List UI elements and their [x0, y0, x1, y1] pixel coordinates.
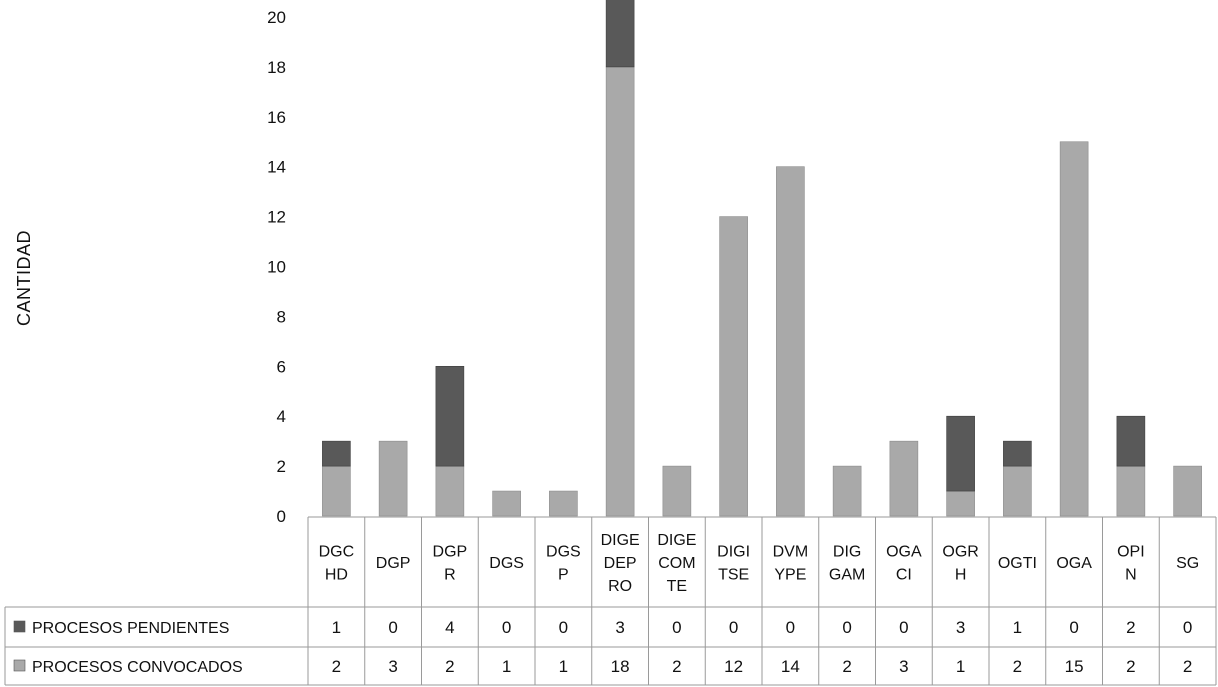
bar-convocados: [1173, 465, 1202, 517]
bar-convocados: [889, 440, 919, 517]
category-label: GAM: [829, 567, 865, 584]
category-label: P: [558, 567, 569, 584]
category-label: N: [1125, 567, 1137, 584]
category-label: H: [955, 567, 967, 584]
data-table-value: 1: [559, 657, 568, 676]
data-table-value: 3: [615, 618, 624, 637]
data-table-value: 2: [1183, 657, 1192, 676]
data-table-value: 2: [1126, 657, 1135, 676]
bar-convocados: [1116, 465, 1146, 517]
category-label: DGC: [319, 544, 355, 561]
bar-convocados: [492, 490, 521, 517]
data-table-value: 2: [1126, 618, 1135, 637]
data-table-value: 0: [388, 618, 397, 637]
bar-pendientes: [435, 365, 465, 467]
data-table-value: 4: [445, 618, 454, 637]
y-tick-label: 0: [277, 507, 286, 526]
category-label: TE: [667, 578, 687, 595]
data-table-value: 1: [502, 657, 511, 676]
data-table-value: 2: [1013, 657, 1022, 676]
data-table-value: 0: [729, 618, 738, 637]
category-label: DGP: [433, 544, 468, 561]
data-table-value: 3: [899, 657, 908, 676]
data-table-value: 0: [899, 618, 908, 637]
bar-pendientes: [322, 440, 351, 467]
category-label: OGR: [942, 544, 978, 561]
bar-convocados: [605, 66, 635, 517]
category-label: DEP: [604, 555, 637, 572]
data-table-value: 0: [786, 618, 795, 637]
bar-convocados: [549, 490, 578, 517]
bar-convocados: [946, 490, 975, 517]
legend-label: PROCESOS CONVOCADOS: [32, 659, 243, 676]
y-tick-label: 4: [277, 407, 286, 426]
category-label: DIGE: [601, 532, 640, 549]
category-label: DGP: [376, 555, 411, 572]
category-label: DIGE: [657, 532, 696, 549]
data-table-value: 3: [956, 618, 965, 637]
bar-pendientes: [1116, 415, 1146, 467]
category-label: RO: [608, 578, 632, 595]
category-label: OGA: [1056, 555, 1092, 572]
category-label: YPE: [774, 567, 806, 584]
category-label: DIGI: [717, 544, 750, 561]
data-table-value: 14: [781, 657, 800, 676]
y-tick-label: 14: [267, 158, 286, 177]
bar-convocados: [378, 440, 408, 517]
legend-label: PROCESOS PENDIENTES: [32, 620, 229, 637]
y-tick-label: 10: [267, 258, 286, 277]
bar-convocados: [435, 465, 465, 517]
category-label: DGS: [546, 544, 581, 561]
category-label: OPI: [1117, 544, 1145, 561]
data-table-value: 0: [502, 618, 511, 637]
y-tick-label: 6: [277, 357, 286, 376]
category-label: OGA: [886, 544, 922, 561]
bar-pendientes: [1003, 440, 1032, 467]
category-label: HD: [325, 567, 348, 584]
bar-pendientes: [946, 415, 975, 492]
data-table-value: 1: [332, 618, 341, 637]
y-tick-label: 8: [277, 307, 286, 326]
y-tick-label: 20: [267, 8, 286, 27]
data-table-value: 0: [1183, 618, 1192, 637]
data-table-value: 18: [611, 657, 630, 676]
data-table-value: 1: [1013, 618, 1022, 637]
bar-convocados: [662, 465, 692, 517]
data-table-value: 2: [445, 657, 454, 676]
y-tick-label: 18: [267, 58, 286, 77]
category-label: DGS: [489, 555, 524, 572]
y-tick-label: 2: [277, 457, 286, 476]
category-label: DIG: [833, 544, 861, 561]
category-label: COM: [658, 555, 695, 572]
bar-convocados: [832, 465, 862, 517]
data-table-value: 2: [332, 657, 341, 676]
category-label: OGTI: [998, 555, 1037, 572]
data-table-value: 1: [956, 657, 965, 676]
category-label: DVM: [773, 544, 809, 561]
data-table-value: 0: [672, 618, 681, 637]
category-label: R: [444, 567, 456, 584]
data-table-value: 2: [672, 657, 681, 676]
bar-convocados: [1059, 141, 1089, 517]
bar-convocados: [719, 216, 748, 517]
y-tick-label: 16: [267, 108, 286, 127]
bar-convocados: [1003, 465, 1032, 517]
bar-pendientes: [605, 0, 635, 68]
data-table-value: 0: [559, 618, 568, 637]
data-table-value: 3: [388, 657, 397, 676]
category-label: TSE: [718, 567, 749, 584]
category-label: SG: [1176, 555, 1199, 572]
data-table-value: 0: [842, 618, 851, 637]
data-table-value: 12: [724, 657, 743, 676]
y-tick-label: 12: [267, 208, 286, 227]
data-table-value: 2: [842, 657, 851, 676]
bar-convocados: [776, 166, 805, 517]
legend-swatch: [13, 620, 26, 633]
bar-convocados: [322, 465, 351, 517]
data-table-value: 15: [1065, 657, 1084, 676]
legend-swatch: [13, 659, 26, 672]
category-label: CI: [896, 567, 912, 584]
data-table-value: 0: [1069, 618, 1078, 637]
